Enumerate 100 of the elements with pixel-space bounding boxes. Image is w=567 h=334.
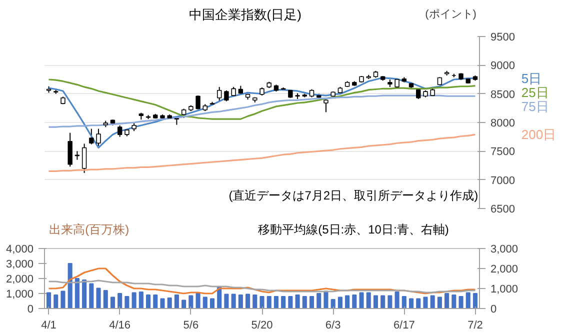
bar (373, 295, 378, 308)
bar (138, 292, 144, 308)
y-tick-label: 4,000 (6, 244, 34, 256)
bar (46, 292, 52, 308)
bar (330, 299, 336, 308)
y-tick-label: 6500 (490, 204, 515, 216)
bar (224, 294, 229, 308)
x-tick-label: 4/16 (109, 320, 131, 332)
candlestick (82, 143, 87, 174)
bar (238, 294, 243, 308)
bar (182, 300, 186, 308)
bar (309, 296, 314, 308)
text: 25日 (521, 84, 549, 100)
bar (345, 295, 350, 308)
candlestick (224, 90, 229, 102)
bar (380, 295, 386, 308)
bar (359, 292, 364, 308)
bar (338, 296, 342, 308)
bar (153, 294, 158, 308)
y-tick-label: 8500 (490, 88, 515, 101)
bar (103, 290, 108, 308)
y-tick-label: 3,000 (6, 258, 34, 270)
bar (188, 295, 194, 308)
bar (260, 296, 264, 308)
bar (174, 294, 179, 308)
line-series (48, 268, 476, 294)
y-tick-label: 7000 (490, 174, 515, 187)
bar (202, 296, 208, 308)
y-tick-label: 9500 (490, 32, 515, 44)
x-tick-label: 7/2 (468, 320, 483, 332)
candlestick (117, 124, 122, 138)
y-tick-label: 9000 (490, 60, 515, 72)
bar (466, 292, 470, 308)
bar (430, 295, 435, 308)
bar (402, 296, 406, 308)
bar (295, 294, 300, 308)
y-tick-label: 1,000 (6, 288, 34, 300)
bar (444, 293, 450, 308)
x-tick-label: 5/6 (183, 320, 199, 332)
bar (74, 278, 80, 308)
bar (458, 296, 464, 308)
y-tick-label: 8000 (490, 118, 515, 130)
bar (472, 293, 478, 308)
candlestick (68, 132, 72, 168)
candlestick (196, 95, 200, 110)
bar (82, 280, 87, 308)
candlestick (89, 128, 94, 145)
y-tick-label: 0 (27, 304, 34, 316)
text: 5日 (521, 70, 542, 86)
text: 200日 (521, 127, 556, 142)
candlestick (96, 128, 101, 147)
line-series (48, 94, 476, 128)
bar (302, 296, 307, 308)
line-series (48, 78, 476, 120)
bar (118, 293, 122, 308)
bar (89, 283, 94, 308)
bar (196, 293, 200, 308)
bar (316, 293, 322, 308)
bar (60, 290, 66, 308)
bar (252, 294, 258, 308)
y-axis-title: (ポイント) (425, 8, 476, 20)
bar (210, 298, 215, 308)
bar (146, 294, 151, 308)
bar (96, 288, 101, 308)
bar (366, 292, 371, 308)
bar (167, 298, 172, 308)
x-tick-label: 5/20 (251, 320, 273, 332)
bar (388, 295, 392, 308)
text: 移動平均線(5日:赤、10日:青、右軸) (258, 222, 449, 236)
annotation: (直近データは7月2日、取引所データより作成) (228, 188, 478, 202)
bar (416, 298, 421, 308)
bar (132, 292, 136, 308)
bar (54, 294, 58, 308)
bar (452, 294, 456, 308)
y-tick-label: 2,000 (6, 274, 34, 286)
bar (423, 296, 428, 308)
y-tick-label: 7500 (490, 146, 515, 158)
candlestick (217, 86, 222, 102)
bar (68, 263, 72, 308)
y-axis-title: 出来高(百万株) (49, 222, 130, 236)
candlestick (324, 99, 328, 113)
bar (124, 296, 130, 308)
bar (231, 294, 236, 308)
chart-title: 中国企業指数(日足) (188, 7, 302, 22)
bar (110, 296, 116, 308)
bar (437, 296, 442, 308)
line-series (48, 134, 476, 172)
bar (408, 298, 414, 308)
bar (246, 294, 250, 308)
bar (274, 296, 278, 308)
line-series (48, 280, 476, 294)
x-tick-label: 6/3 (325, 320, 341, 332)
bar (160, 298, 165, 308)
bar (394, 292, 400, 308)
x-tick-label: 6/17 (393, 320, 415, 332)
bar (288, 296, 293, 308)
bar (266, 296, 272, 308)
bar (352, 294, 357, 308)
x-tick-label: 4/1 (41, 320, 56, 332)
text: 75日 (521, 98, 549, 114)
